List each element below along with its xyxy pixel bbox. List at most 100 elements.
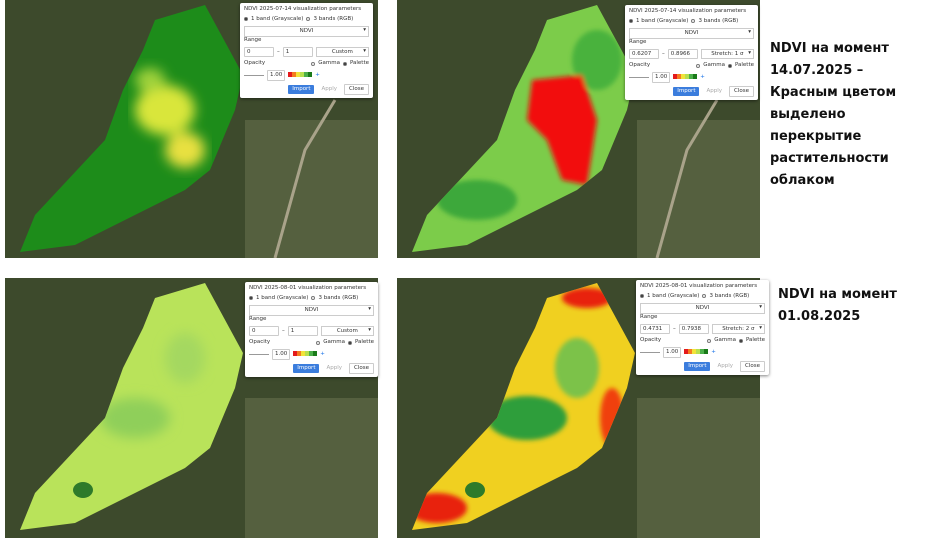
band-row: 1 band (Grayscale) 3 bands (RGB) [629,18,754,25]
import-button[interactable]: Import [293,364,320,373]
band-select[interactable]: NDVI [249,304,374,316]
range-min[interactable]: 0.6207 [629,48,659,60]
swatch [305,350,310,356]
opacity-row: 1.00 + [244,70,369,82]
radio[interactable] [306,17,311,22]
radio[interactable] [316,340,321,345]
range-label: Range [629,38,647,45]
button-row: Import Apply Close [629,86,754,97]
opacity-row: 1.00 + [640,347,765,359]
add-color[interactable]: + [711,349,716,356]
radio[interactable] [249,296,253,301]
button-row: Import Apply Close [640,361,765,372]
separator: – [662,50,665,57]
radio[interactable] [738,338,743,343]
radio[interactable] [707,338,712,343]
panel-title: NDVI 2025-07-14 visualization parameters [629,8,747,14]
band-row: 1 band (Grayscale) 3 bands (RGB) [640,293,765,300]
radio-label: 1 band (Grayscale) [256,294,309,301]
range-label: Range [244,36,262,43]
close-button[interactable]: Close [740,361,765,372]
swatch [696,348,701,354]
opacity-value[interactable]: 1.00 [272,349,291,361]
range-max[interactable]: 1 [287,325,318,337]
swatch [684,348,689,354]
opacity-value[interactable]: 1.00 [652,72,671,84]
opacity-row: 1.00 + [629,72,754,84]
band-select[interactable]: NDVI [244,25,369,37]
palette-bar [288,71,313,80]
panel-title: NDVI 2025-08-01 visualization parameters [249,285,367,291]
opacity-label: Opacity [629,62,651,69]
swatch [304,71,309,77]
range-mode[interactable]: Stretch: 2 σ [711,323,765,335]
opacity-value[interactable]: 1.00 [267,70,286,82]
add-color[interactable]: + [700,74,705,81]
opacity-row: 1.00 + [249,349,374,361]
palette-bar [684,348,709,357]
radio[interactable] [311,296,316,301]
opacity-slider[interactable] [249,354,269,356]
apply-button[interactable]: Apply [326,365,343,372]
radio[interactable] [702,294,707,299]
add-color[interactable]: + [315,72,320,79]
radio[interactable] [347,340,352,345]
range-min[interactable]: 0 [249,325,279,337]
radio[interactable] [691,19,696,24]
range-min[interactable]: 0.4731 [640,323,670,335]
swatch [704,348,709,354]
radio[interactable] [640,294,644,299]
apply-button[interactable]: Apply [321,86,338,93]
radio[interactable] [342,61,347,66]
range-mode[interactable]: Custom [315,46,369,58]
opacity-slider[interactable] [629,77,649,79]
palette-bar [293,350,318,359]
radio-label: 3 bands (RGB) [698,17,739,24]
close-button[interactable]: Close [344,84,369,95]
swatch [688,348,693,354]
range-max[interactable]: 0.7938 [678,323,709,335]
swatch [685,73,690,79]
apply-button[interactable]: Apply [717,363,734,370]
radio-label: Gamma [703,62,725,69]
radio[interactable] [727,63,732,68]
radio-label: 1 band (Grayscale) [636,17,689,24]
button-row: Import Apply Close [249,363,374,374]
opacity-row: Opacity Gamma Palette [249,339,374,346]
band-select[interactable]: NDVI [640,302,765,314]
swatch [681,73,686,79]
radio[interactable] [244,17,248,22]
band-select[interactable]: NDVI [629,27,754,39]
apply-button[interactable]: Apply [706,88,723,95]
radio[interactable] [629,19,633,24]
import-button[interactable]: Import [288,85,315,94]
panel-title: NDVI 2025-08-01 visualization parameters [640,283,758,289]
range-max[interactable]: 0.8966 [667,48,698,60]
radio[interactable] [311,61,316,66]
range-min[interactable]: 0 [244,46,274,58]
import-button[interactable]: Import [673,87,700,96]
close-button[interactable]: Close [349,363,374,374]
opacity-row: Opacity Gamma Palette [244,60,369,67]
vis-params-panel: NDVI 2025-07-14 visualization parameters… [240,3,373,98]
range-mode[interactable]: Custom [320,325,374,337]
band-row: 1 band (Grayscale) 3 bands (RGB) [244,16,369,23]
opacity-value[interactable]: 1.00 [663,347,682,359]
separator: – [277,48,280,55]
separator: – [282,327,285,334]
import-button[interactable]: Import [684,362,711,371]
swatch [288,71,293,77]
radio-label: Gamma [714,337,736,344]
vis-params-panel: NDVI 2025-08-01 visualization parameters… [636,280,769,375]
caption: NDVI на момент 14.07.2025 – Красным цвет… [770,41,897,188]
range-mode[interactable]: Stretch: 1 σ [700,48,754,60]
range-max[interactable]: 1 [282,46,313,58]
swatch [689,73,694,79]
add-color[interactable]: + [320,351,325,358]
radio-label: Palette [349,60,369,67]
opacity-slider[interactable] [640,352,660,354]
opacity-slider[interactable] [244,75,264,77]
radio[interactable] [696,63,701,68]
range-row: 0–1 Custom [249,325,374,337]
close-button[interactable]: Close [729,86,754,97]
